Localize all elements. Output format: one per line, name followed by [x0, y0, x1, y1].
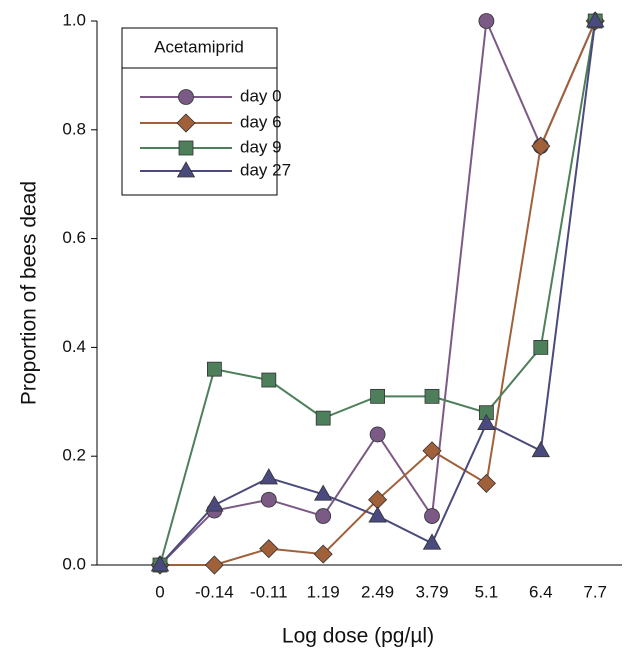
point — [531, 440, 550, 458]
x-tick-label: 6.4 — [529, 582, 553, 601]
y-tick-label: 0.8 — [62, 119, 86, 138]
point — [313, 544, 333, 564]
x-tick-label: 3.79 — [415, 582, 448, 601]
x-tick-label: -0.14 — [195, 582, 234, 601]
point — [261, 372, 277, 388]
x-tick-label: 2.49 — [361, 582, 394, 601]
point — [205, 495, 224, 512]
point — [531, 136, 551, 156]
point — [422, 533, 442, 550]
y-tick-label: 0.2 — [62, 446, 86, 465]
y-tick-label: 0.6 — [62, 228, 86, 247]
y-axis-title: Proportion of bees dead — [18, 181, 41, 405]
point — [368, 506, 387, 523]
legend-box — [121, 67, 278, 196]
point — [533, 339, 549, 355]
y-tick-label: 0.0 — [62, 554, 86, 573]
legend-label: day 0 — [240, 86, 282, 105]
y-tick-label: 0.4 — [62, 337, 86, 356]
point — [369, 426, 386, 443]
point — [424, 388, 440, 404]
x-tick-label: 5.1 — [475, 582, 499, 601]
point — [478, 13, 495, 29]
x-tick-label: -0.11 — [250, 582, 288, 601]
point — [424, 508, 440, 524]
legend-marker — [176, 161, 196, 178]
point — [422, 441, 442, 461]
x-tick-label: 7.7 — [583, 582, 607, 601]
point — [476, 473, 496, 493]
legend-marker — [178, 89, 194, 105]
legend-title-box — [121, 27, 278, 69]
point — [586, 11, 605, 28]
point — [259, 539, 279, 559]
point — [314, 484, 333, 501]
x-tick-label: 0 — [155, 582, 164, 601]
point — [204, 555, 224, 575]
x-tick-label: 1.19 — [307, 582, 340, 601]
point — [370, 388, 386, 404]
legend-marker — [176, 113, 196, 133]
x-axis-title: Log dose (pg/µl) — [282, 625, 434, 648]
point — [206, 361, 222, 377]
legend-label: day 27 — [240, 160, 291, 179]
legend-label: day 6 — [240, 112, 282, 131]
legend-label: day 9 — [240, 137, 282, 156]
y-tick-label: 1.0 — [62, 10, 86, 29]
legend-marker — [178, 140, 194, 156]
point — [477, 413, 496, 430]
point — [315, 508, 332, 524]
point — [260, 491, 277, 508]
legend-title: Acetamiprid — [154, 37, 244, 56]
point — [150, 555, 170, 572]
point — [315, 410, 331, 426]
point — [259, 468, 278, 485]
